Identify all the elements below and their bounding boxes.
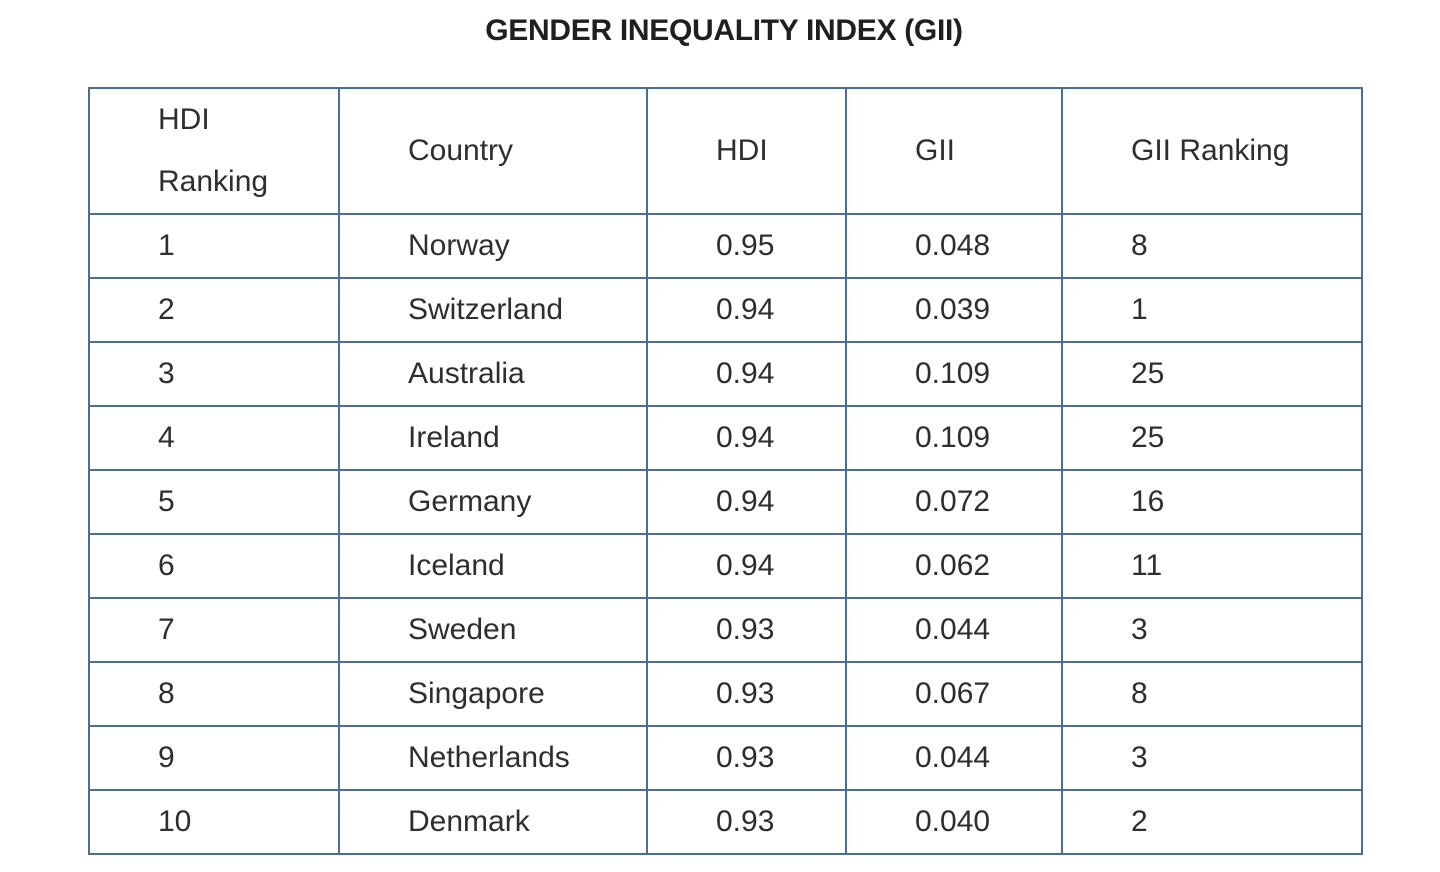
cell-hdi-ranking: 4 — [88, 405, 340, 471]
cell-country: Switzerland — [338, 277, 648, 343]
cell-country: Australia — [338, 341, 648, 407]
cell-hdi: 0.94 — [646, 277, 847, 343]
table-header: HDI Ranking Country HDI GII GII Ranking — [88, 87, 1363, 215]
cell-hdi-ranking: 7 — [88, 597, 340, 663]
header-gii-ranking: GII Ranking — [1061, 87, 1363, 215]
cell-hdi: 0.94 — [646, 533, 847, 599]
cell-gii-ranking: 25 — [1061, 341, 1363, 407]
cell-country: Netherlands — [338, 725, 648, 791]
header-hdi-ranking-line2: Ranking — [158, 165, 269, 198]
cell-country: Ireland — [338, 405, 648, 471]
cell-hdi-ranking: 8 — [88, 661, 340, 727]
cell-hdi: 0.94 — [646, 469, 847, 535]
cell-hdi: 0.94 — [646, 341, 847, 407]
cell-gii-ranking: 8 — [1061, 661, 1363, 727]
cell-gii-ranking: 8 — [1061, 213, 1363, 279]
cell-country: Denmark — [338, 789, 648, 855]
cell-gii: 0.044 — [845, 597, 1063, 663]
cell-country: Norway — [338, 213, 648, 279]
cell-hdi-ranking: 2 — [88, 277, 340, 343]
cell-hdi-ranking: 9 — [88, 725, 340, 791]
cell-gii-ranking: 11 — [1061, 533, 1363, 599]
cell-country: Singapore — [338, 661, 648, 727]
cell-country: Germany — [338, 469, 648, 535]
table-row: 4 Ireland 0.94 0.109 25 — [88, 405, 1363, 471]
cell-hdi: 0.95 — [646, 213, 847, 279]
page-title: GENDER INEQUALITY INDEX (GII) — [485, 14, 963, 47]
header-hdi-ranking-line1: HDI — [158, 103, 210, 136]
table-body: 1 Norway 0.95 0.048 8 2 Switzerland 0.94 0.039 1 3… — [88, 213, 1363, 855]
cell-gii: 0.109 — [845, 405, 1063, 471]
gii-table: HDI Ranking Country HDI GII GII Ranking … — [88, 87, 1363, 855]
table-row: 9 Netherlands 0.93 0.044 3 — [88, 725, 1363, 791]
cell-hdi: 0.93 — [646, 789, 847, 855]
table-row: 1 Norway 0.95 0.048 8 — [88, 213, 1363, 279]
cell-gii: 0.062 — [845, 533, 1063, 599]
cell-hdi-ranking: 10 — [88, 789, 340, 855]
cell-gii: 0.040 — [845, 789, 1063, 855]
cell-hdi: 0.94 — [646, 405, 847, 471]
cell-hdi: 0.93 — [646, 597, 847, 663]
table-row: 10 Denmark 0.93 0.040 2 — [88, 789, 1363, 855]
cell-gii: 0.039 — [845, 277, 1063, 343]
header-row: HDI Ranking Country HDI GII GII Ranking — [88, 87, 1363, 215]
cell-gii-ranking: 3 — [1061, 725, 1363, 791]
table-row: 8 Singapore 0.93 0.067 8 — [88, 661, 1363, 727]
cell-gii: 0.072 — [845, 469, 1063, 535]
cell-gii-ranking: 25 — [1061, 405, 1363, 471]
header-hdi: HDI — [646, 87, 847, 215]
cell-gii: 0.048 — [845, 213, 1063, 279]
cell-hdi-ranking: 6 — [88, 533, 340, 599]
table-row: 7 Sweden 0.93 0.044 3 — [88, 597, 1363, 663]
cell-country: Sweden — [338, 597, 648, 663]
header-country: Country — [338, 87, 648, 215]
header-gii: GII — [845, 87, 1063, 215]
cell-gii-ranking: 16 — [1061, 469, 1363, 535]
cell-gii-ranking: 2 — [1061, 789, 1363, 855]
cell-gii-ranking: 3 — [1061, 597, 1363, 663]
table-row: 5 Germany 0.94 0.072 16 — [88, 469, 1363, 535]
cell-gii: 0.109 — [845, 341, 1063, 407]
cell-country: Iceland — [338, 533, 648, 599]
cell-hdi-ranking: 3 — [88, 341, 340, 407]
header-hdi-ranking: HDI Ranking — [88, 87, 340, 215]
cell-hdi-ranking: 5 — [88, 469, 340, 535]
cell-hdi: 0.93 — [646, 661, 847, 727]
cell-gii: 0.044 — [845, 725, 1063, 791]
table-row: 3 Australia 0.94 0.109 25 — [88, 341, 1363, 407]
cell-gii: 0.067 — [845, 661, 1063, 727]
cell-hdi: 0.93 — [646, 725, 847, 791]
table-row: 2 Switzerland 0.94 0.039 1 — [88, 277, 1363, 343]
cell-hdi-ranking: 1 — [88, 213, 340, 279]
cell-gii-ranking: 1 — [1061, 277, 1363, 343]
table-row: 6 Iceland 0.94 0.062 11 — [88, 533, 1363, 599]
